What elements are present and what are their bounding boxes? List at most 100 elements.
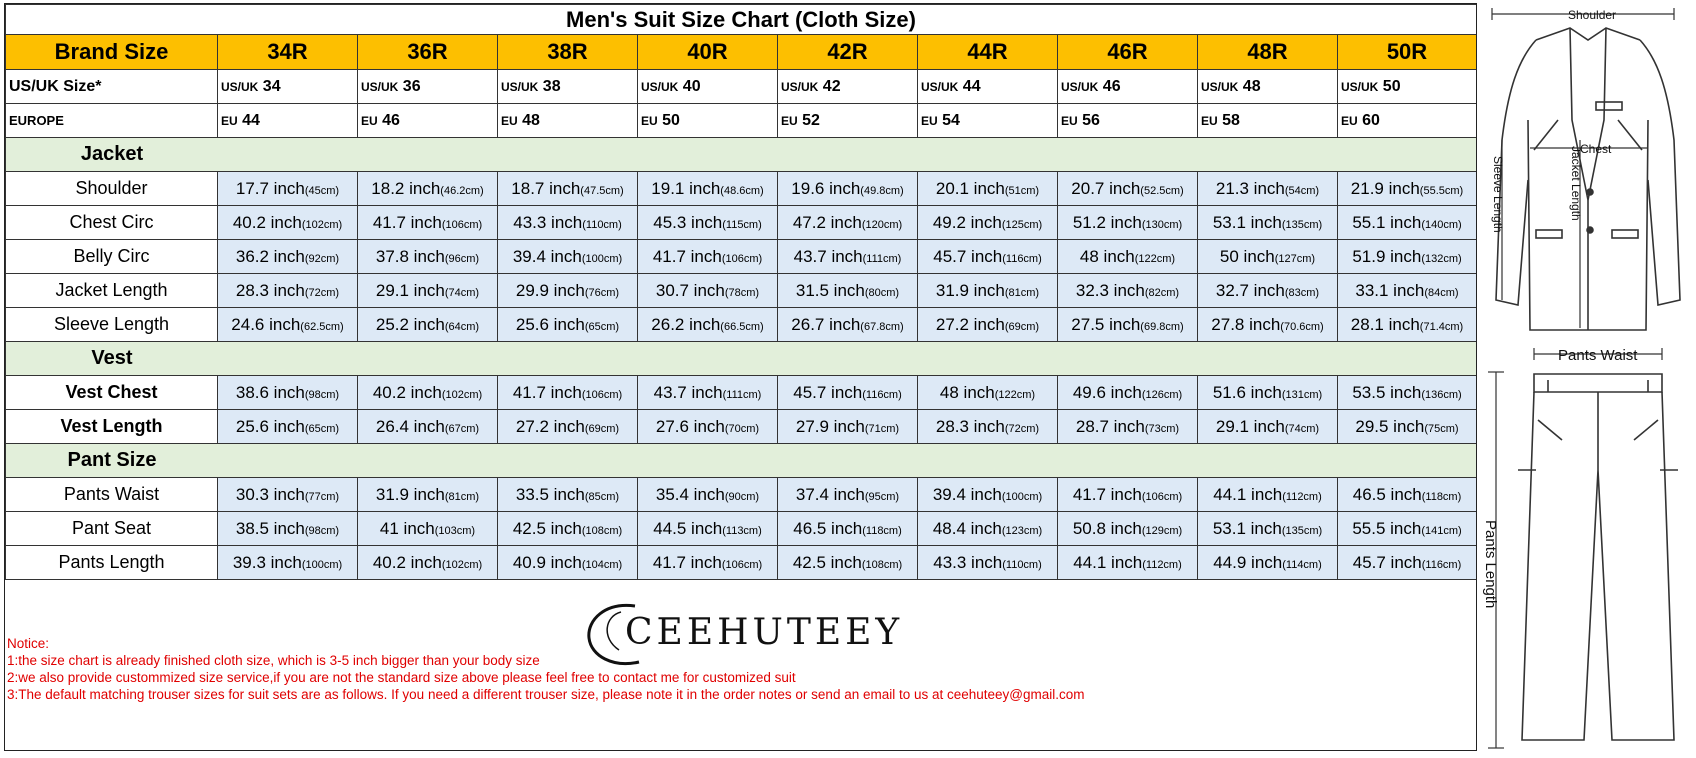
measurement-cell: 51.6 inch(131cm) (1197, 375, 1338, 410)
cm-value: (120cm) (861, 218, 903, 231)
cm-value: (95cm) (864, 490, 900, 503)
measurement-cell: 42.5 inch(108cm) (777, 545, 918, 580)
us-uk-size-row: US/UK Size* US/UK 34 US/UK 36 US/UK 38 US/UK… (5, 69, 1476, 104)
cm-value: (116cm) (1002, 252, 1042, 265)
cm-value: (70.6cm) (1280, 320, 1324, 333)
inch-value: 25.6 inch (515, 314, 585, 334)
measurement-cell: 46.5 inch(118cm) (777, 511, 918, 546)
us-uk-size-cell: US/UK 34 (217, 69, 358, 104)
cm-value: (118cm) (1421, 490, 1462, 503)
inch-value: 44.1 inch (1073, 552, 1143, 572)
inch-value: 40.9 inch (512, 552, 582, 572)
cm-value: (49.8cm) (860, 184, 904, 197)
cm-value: (76cm) (584, 286, 620, 299)
cm-value: (122cm) (994, 388, 1036, 401)
measurement-label: Vest Length (5, 409, 218, 444)
cm-value: (141cm) (1421, 524, 1462, 537)
measurement-cell: 49.2 inch(125cm) (917, 205, 1058, 240)
cm-value: (64cm) (444, 320, 480, 333)
cm-value: (74cm) (1284, 422, 1320, 435)
measurement-cell: 21.9 inch(55.5cm) (1337, 171, 1476, 206)
inch-value: 17.7 inch (235, 178, 305, 198)
measurement-cell: 45.3 inch(115cm) (637, 205, 778, 240)
section-title: Vest (5, 341, 1476, 376)
cm-value: (106cm) (1141, 490, 1183, 503)
cm-value: (84cm) (1424, 286, 1459, 299)
us-uk-size-cell: US/UK 36 (357, 69, 498, 104)
inch-value: 42.5 inch (512, 518, 582, 538)
inch-value: 49.6 inch (1072, 382, 1142, 402)
inch-value: 41.7 inch (512, 382, 582, 402)
section-title-text: Vest (91, 347, 133, 369)
measurement-cell: 28.1 inch(71.4cm) (1337, 307, 1476, 342)
eu-value: 44 (242, 111, 260, 129)
inch-value: 27.6 inch (655, 416, 725, 436)
measurement-cell: 27.5 inch(69.8cm) (1057, 307, 1198, 342)
eu-prefix: EU (641, 113, 658, 128)
measurement-cell: 37.8 inch(96cm) (357, 239, 498, 274)
eu-prefix: EU (921, 113, 938, 128)
measurement-cell: 29.1 inch(74cm) (1197, 409, 1338, 444)
measurement-cell: 36.2 inch(92cm) (217, 239, 358, 274)
europe-size-cell: EU 44 (217, 103, 358, 138)
cm-value: (108cm) (581, 524, 623, 537)
eu-value: 52 (802, 111, 820, 129)
measurement-cell: 45.7 inch(116cm) (777, 375, 918, 410)
cm-value: (45cm) (304, 184, 340, 197)
cm-value: (51cm) (1004, 184, 1040, 197)
size-header: 44R (917, 34, 1058, 70)
inch-value: 35.4 inch (655, 484, 725, 504)
cm-value: (112cm) (1142, 558, 1182, 571)
inch-value: 28.3 inch (235, 280, 305, 300)
cm-value: (69cm) (584, 422, 620, 435)
inch-value: 49.2 inch (932, 212, 1002, 232)
inch-value: 19.1 inch (651, 178, 721, 198)
cm-value: (72cm) (1004, 422, 1040, 435)
measurement-label: Pants Waist (5, 477, 218, 512)
measurement-cell: 40.2 inch(102cm) (357, 545, 498, 580)
measurement-cell: 43.3 inch(110cm) (917, 545, 1058, 580)
measurement-cell: 26.2 inch(66.5cm) (637, 307, 778, 342)
measurement-cell: 39.3 inch(100cm) (217, 545, 358, 580)
inch-value: 20.1 inch (935, 178, 1005, 198)
cm-value: (111cm) (722, 388, 762, 401)
measurement-cell: 50 inch(127cm) (1197, 239, 1338, 274)
measurement-cell: 28.7 inch(73cm) (1057, 409, 1198, 444)
us-uk-size-cell: US/UK 50 (1337, 69, 1476, 104)
measurement-cell: 29.9 inch(76cm) (497, 273, 638, 308)
europe-size-cell: EU 52 (777, 103, 918, 138)
us-uk-value: 44 (962, 77, 981, 95)
section-header-row: Jacket (5, 137, 1476, 172)
measurement-cell: 44.1 inch(112cm) (1057, 545, 1198, 580)
cm-value: (65cm) (304, 422, 340, 435)
cm-value: (110cm) (582, 218, 622, 231)
europe-size-cell: EU 56 (1057, 103, 1198, 138)
inch-value: 45.3 inch (653, 212, 723, 232)
size-header: 36R (357, 34, 498, 70)
cm-value: (73cm) (1144, 422, 1180, 435)
inch-value: 27.5 inch (1071, 314, 1141, 334)
cm-value: (104cm) (581, 558, 623, 571)
cm-value: (106cm) (441, 218, 483, 231)
cm-value: (123cm) (1001, 524, 1043, 537)
cm-value: (111cm) (862, 252, 902, 265)
measurement-cell: 49.6 inch(126cm) (1057, 375, 1198, 410)
inch-value: 55.1 inch (1352, 212, 1422, 232)
cm-value: (92cm) (304, 252, 340, 265)
cm-value: (122cm) (1134, 252, 1176, 265)
inch-value: 18.2 inch (371, 178, 441, 198)
size-chart: Men's Suit Size Chart (Cloth Size) Brand … (4, 3, 1477, 751)
inch-value: 38.5 inch (235, 518, 305, 538)
us-uk-value: 34 (262, 77, 281, 95)
europe-size-cell: EU 54 (917, 103, 1058, 138)
inch-value: 24.6 inch (231, 314, 301, 334)
inch-value: 39.3 inch (232, 552, 302, 572)
cm-value: (62.5cm) (300, 320, 344, 333)
cm-value: (140cm) (1421, 218, 1462, 231)
inch-value: 29.1 inch (375, 280, 445, 300)
section-title: Jacket (5, 137, 1476, 172)
us-uk-prefix: US/UK (781, 79, 819, 94)
measurement-cell: 45.7 inch(116cm) (917, 239, 1058, 274)
measurement-cell: 44.1 inch(112cm) (1197, 477, 1338, 512)
cm-value: (82cm) (1144, 286, 1180, 299)
